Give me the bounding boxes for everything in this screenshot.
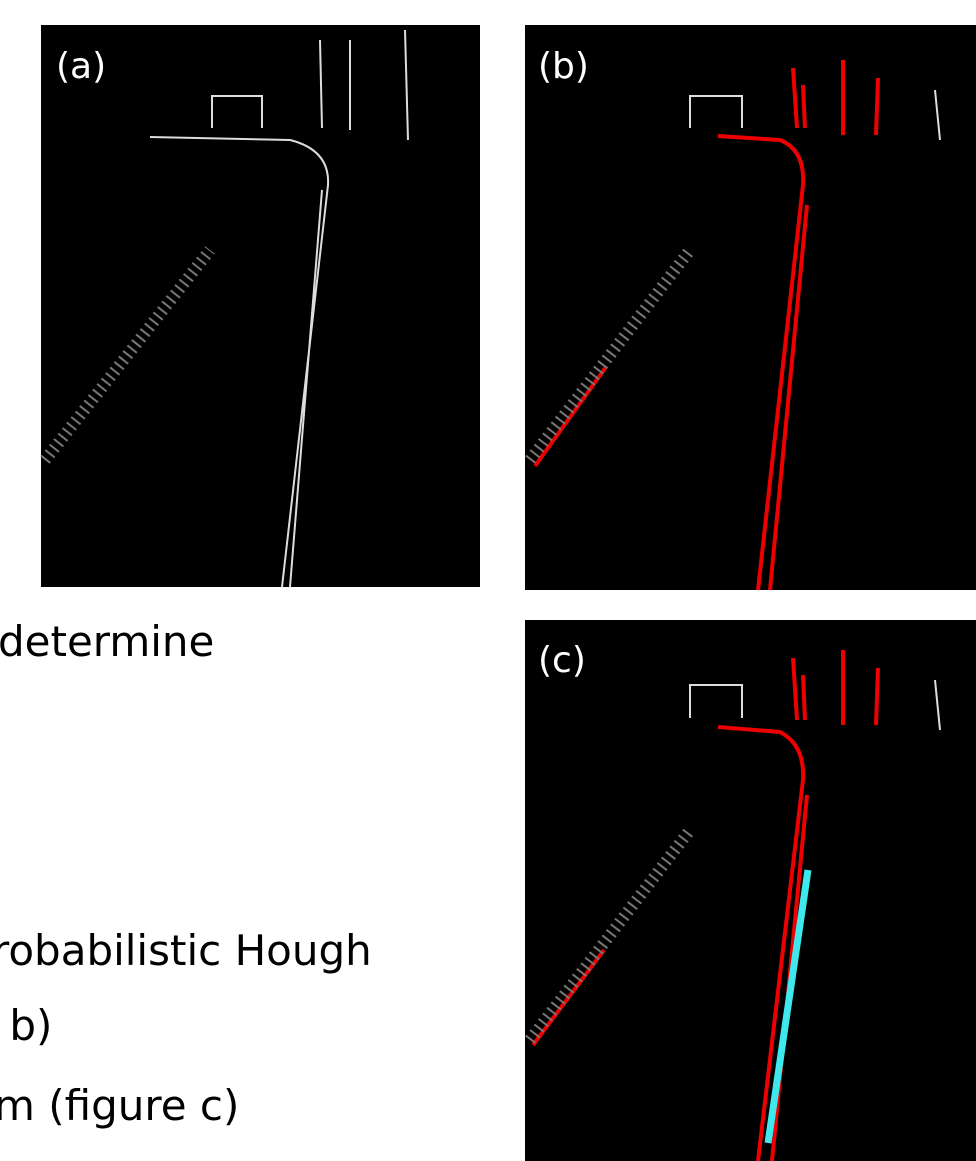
text-line: b) [0,1001,52,1050]
text-line: determine [0,617,214,666]
panel-c: (c) [525,620,976,1161]
panel-label: (c) [538,640,586,681]
text-line: robabilistic Hough [0,926,372,975]
image [41,25,480,587]
panel-label: (b) [538,46,589,87]
panel-a: (a) [41,25,480,587]
image [525,620,976,1161]
image [525,25,976,590]
page: determine robabilistic Hough b) m (figur… [0,0,976,1161]
panel-b: (b) [525,25,976,590]
text-line: m (figure c) [0,1081,239,1130]
slide: determine robabilistic Hough b) m (figur… [0,0,976,1161]
panel-label: (a) [56,46,106,87]
